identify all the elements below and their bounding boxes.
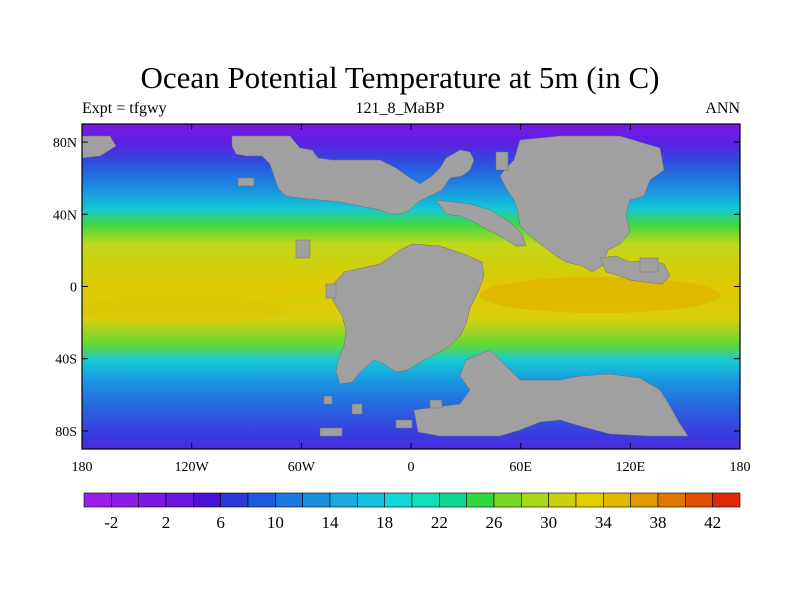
land-north-america (231, 135, 475, 215)
colorbar-swatch (247, 492, 276, 508)
land-island-7 (325, 283, 337, 299)
colorbar-label: 2 (162, 513, 171, 532)
colorbar-swatch (329, 492, 358, 508)
colorbar-swatch (220, 492, 249, 508)
colorbar-label: 26 (486, 513, 503, 532)
land-island-2 (295, 239, 311, 259)
x-tick-label: 180 (72, 460, 93, 475)
y-axis: 80N 40N 0 40S 80S (53, 136, 740, 440)
colorbar-label: 10 (267, 513, 284, 532)
land-island-5 (395, 419, 413, 429)
x-tick-label: 60W (288, 460, 316, 475)
land-africa-southamerica (327, 243, 485, 385)
y-tick-label: 80S (55, 425, 77, 440)
land-antarctica (413, 349, 689, 437)
colorbar-swatch (439, 492, 467, 508)
colorbar-label: 6 (216, 513, 225, 532)
colorbar-label: 30 (540, 513, 557, 532)
colorbar-label: 22 (431, 513, 448, 532)
colorbar-swatch (165, 492, 194, 508)
colorbar-swatch (521, 492, 549, 508)
colorbar-swatch (111, 492, 139, 508)
land-greenland (82, 135, 117, 159)
colorbar-swatch (275, 492, 303, 508)
x-tick-label: 0 (408, 460, 415, 475)
warm-pool-pacific (480, 277, 720, 313)
colorbar-swatch (466, 492, 495, 508)
x-tick-label: 60E (509, 460, 532, 475)
map-title: Ocean Potential Temperature at 5m (in C) (140, 60, 660, 95)
y-tick-label: 40N (53, 208, 77, 223)
colorbar-swatch (630, 492, 659, 508)
period-label: 121_8_MaBP (355, 100, 445, 117)
y-tick-label: 40S (55, 353, 77, 368)
colorbar-swatch (575, 492, 604, 508)
map-field (82, 124, 740, 449)
colorbar-label: 14 (322, 513, 340, 532)
y-tick-label: 80N (53, 136, 77, 151)
land-island-9 (323, 395, 333, 405)
colorbar-swatch (302, 492, 331, 508)
colorbar-legend: -2 2 6 10 14 18 22 26 30 34 38 42 (83, 492, 741, 532)
land-island-1 (639, 257, 659, 273)
x-tick-label: 180 (730, 460, 751, 475)
experiment-label: Expt = tfgwy (82, 100, 167, 117)
colorbar-swatch (603, 492, 631, 508)
y-tick-label: 0 (70, 281, 77, 296)
colorbar-swatch (685, 492, 713, 508)
colorbar-label: 34 (595, 513, 613, 532)
land-island-4 (351, 403, 363, 415)
colorbar-label: 38 (650, 513, 667, 532)
colorbar-label: -2 (104, 513, 118, 532)
colorbar-label: 42 (704, 513, 721, 532)
land-europe-asia-link (435, 199, 527, 247)
colorbar-label: 18 (376, 513, 393, 532)
colorbar-swatch (411, 492, 440, 508)
x-tick-label: 120E (616, 460, 646, 475)
colorbar-swatch (83, 492, 112, 508)
land-asia (499, 135, 665, 273)
colorbar-swatch (384, 492, 413, 508)
season-label: ANN (705, 100, 740, 117)
land-island-10 (429, 399, 443, 409)
colorbar-swatch (138, 492, 167, 508)
land-island-8 (495, 151, 509, 171)
colorbar-swatch (357, 492, 385, 508)
x-axis: 180 120W 60W 0 60E 120E 180 (72, 124, 751, 475)
colorbar-swatch (548, 492, 577, 508)
land-island-6 (319, 427, 343, 437)
colorbar-swatch (657, 492, 686, 508)
land-island-3 (237, 177, 255, 187)
colorbar-swatch (493, 492, 522, 508)
colorbar-swatch (712, 492, 741, 508)
colorbar-swatch (193, 492, 221, 508)
warm-pool-west (82, 296, 290, 324)
x-tick-label: 120W (175, 460, 210, 475)
land-masses (82, 135, 689, 437)
